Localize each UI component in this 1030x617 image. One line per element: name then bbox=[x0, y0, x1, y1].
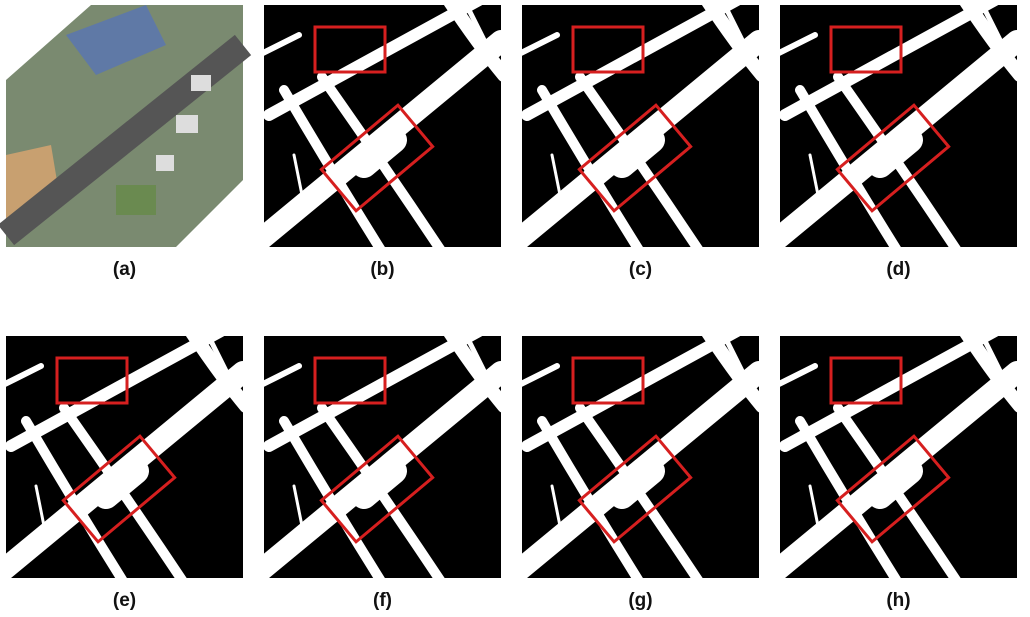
figure: (a) (b) (c) (d) (e) (f) (g) (h) bbox=[0, 0, 1030, 617]
segmentation-map bbox=[517, 331, 762, 586]
panel bbox=[775, 0, 1020, 255]
segmentation-map bbox=[517, 0, 762, 255]
segmentation-map bbox=[259, 0, 504, 255]
panel bbox=[259, 0, 504, 255]
panel bbox=[517, 0, 762, 255]
panel-label: (f) bbox=[373, 590, 392, 611]
panel bbox=[259, 331, 504, 586]
aerial-image bbox=[6, 5, 243, 247]
panel-label: (b) bbox=[370, 259, 394, 280]
panel bbox=[517, 331, 762, 586]
segmentation-map bbox=[775, 0, 1020, 255]
segmentation-map bbox=[775, 331, 1020, 586]
segmentation-map bbox=[259, 331, 504, 586]
panel-label: (h) bbox=[886, 590, 910, 611]
panel-label: (a) bbox=[113, 259, 136, 280]
panel-label: (g) bbox=[628, 590, 652, 611]
panel-label: (c) bbox=[629, 259, 652, 280]
page: (a)(b)(c)(d)(e)(f)(g)(h) (() => { const … bbox=[0, 0, 1030, 617]
segmentation-map bbox=[1, 331, 246, 586]
panel bbox=[1, 331, 246, 586]
panel bbox=[6, 5, 243, 247]
panel bbox=[775, 331, 1020, 586]
panel-label: (e) bbox=[113, 590, 136, 611]
panel-label: (d) bbox=[886, 259, 910, 280]
